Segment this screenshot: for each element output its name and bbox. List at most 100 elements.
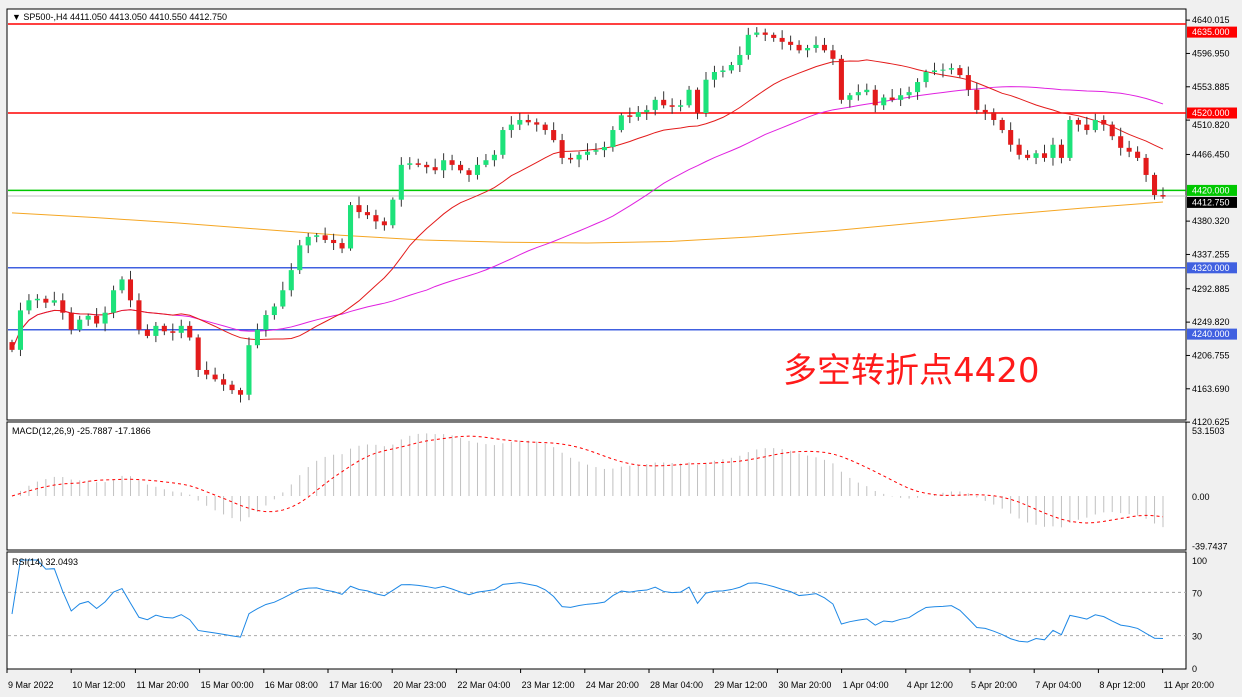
bull-candle <box>898 95 904 100</box>
bear-candle <box>170 331 176 333</box>
bull-candle <box>102 312 108 324</box>
bull-candle <box>347 205 354 249</box>
bull-candle <box>407 163 413 165</box>
bull-candle <box>745 34 751 55</box>
symbol-name: SP500-,H4 <box>23 12 67 22</box>
level-tag <box>1187 184 1237 196</box>
bull-candle <box>271 306 277 316</box>
bull-candle <box>618 115 624 131</box>
price-tick-label: 4510.820 <box>1192 120 1230 130</box>
rsi-title: RSI(14) 32.0493 <box>12 557 78 567</box>
macd-panel[interactable] <box>6 421 1187 551</box>
bear-candle <box>534 122 540 125</box>
bull-candle <box>508 124 514 131</box>
bull-candle <box>26 300 32 311</box>
level-label: 4420.000 <box>1192 185 1230 195</box>
bull-candle <box>1067 119 1073 158</box>
annotation-text: 多空转折点4420 <box>783 351 1040 391</box>
bear-candle <box>195 337 201 370</box>
bear-candle <box>364 212 370 216</box>
bear-candle <box>1160 195 1166 197</box>
bear-candle <box>1025 154 1031 158</box>
time-tick-label: 9 Mar 2022 <box>8 680 54 690</box>
bear-candle <box>381 221 387 226</box>
bear-candle <box>821 44 828 51</box>
level-tag <box>1187 328 1237 340</box>
bear-candle <box>965 75 971 90</box>
current-price-tag <box>1187 196 1237 208</box>
bull-candle <box>474 164 481 175</box>
bear-candle <box>872 89 878 106</box>
bull-candle <box>77 319 83 330</box>
bull-candle <box>576 154 582 160</box>
bear-candle <box>322 235 328 240</box>
macd-tick-label: 0.00 <box>1192 492 1210 502</box>
bear-candle <box>999 119 1005 131</box>
bull-candle <box>246 345 252 395</box>
bear-candle <box>559 140 565 158</box>
bear-candle <box>237 390 244 395</box>
price-tick-label: 4380.320 <box>1192 216 1230 226</box>
time-tick-label: 30 Mar 20:00 <box>778 680 831 690</box>
bear-candle <box>889 97 895 100</box>
bull-candle <box>491 154 497 161</box>
bear-candle <box>779 37 785 42</box>
bull-candle <box>390 199 396 226</box>
bear-candle <box>1084 124 1090 131</box>
bear-candle <box>161 325 167 332</box>
macd-tick-label: 53.1503 <box>1192 426 1225 436</box>
bear-candle <box>1101 119 1107 125</box>
bull-candle <box>593 150 599 152</box>
bear-candle <box>373 215 379 222</box>
bull-candle <box>728 65 734 71</box>
bear-candle <box>187 325 193 338</box>
bull-candle <box>737 54 743 66</box>
bear-candle <box>957 68 963 76</box>
bull-candle <box>85 315 91 320</box>
time-tick-label: 11 Apr 20:00 <box>1164 680 1214 690</box>
bull-candle <box>483 160 489 165</box>
time-tick-label: 17 Mar 16:00 <box>329 680 382 690</box>
bull-candle <box>111 290 117 313</box>
time-tick-label: 20 Mar 23:00 <box>393 680 446 690</box>
bear-candle <box>1143 157 1149 175</box>
time-tick-label: 22 Mar 04:00 <box>457 680 510 690</box>
bull-candle <box>398 164 404 200</box>
bear-candle <box>458 164 464 171</box>
bear-candle <box>229 384 235 391</box>
bull-candle <box>610 130 616 148</box>
bear-candle <box>432 167 438 171</box>
bear-candle <box>204 369 210 375</box>
price-tick-label: 4596.950 <box>1192 48 1230 58</box>
bear-candle <box>830 50 836 59</box>
macd-signal-line <box>11 435 1164 524</box>
rsi-tick-label: 100 <box>1192 556 1207 566</box>
ohlc-values: 4411.050 4413.050 4410.550 4412.750 <box>70 12 227 22</box>
bull-candle <box>263 315 269 330</box>
main-panel[interactable] <box>6 8 1187 421</box>
level-label: 4520.000 <box>1192 108 1230 118</box>
bear-candle <box>1118 136 1124 148</box>
bear-candle <box>144 329 150 336</box>
bull-candle <box>678 105 684 107</box>
bull-candle <box>51 300 57 303</box>
bear-candle <box>627 115 633 117</box>
rsi-tick-label: 70 <box>1192 588 1202 598</box>
bear-candle <box>94 315 100 324</box>
time-tick-label: 11 Mar 20:00 <box>136 680 188 690</box>
time-tick-label: 28 Mar 04:00 <box>650 680 703 690</box>
bull-candle <box>1033 153 1039 158</box>
bear-candle <box>424 164 430 168</box>
bear-candle <box>669 105 675 107</box>
bull-candle <box>652 99 658 110</box>
bear-candle <box>449 160 455 165</box>
current-price-label: 4412.750 <box>1192 197 1230 207</box>
bull-candle <box>948 68 954 70</box>
time-tick-label: 8 Apr 12:00 <box>1099 680 1145 690</box>
bear-candle <box>1016 144 1022 155</box>
bull-candle <box>17 310 24 350</box>
time-tick-label: 4 Apr 12:00 <box>907 680 953 690</box>
bull-candle <box>720 70 726 72</box>
rsi-panel[interactable] <box>6 551 1187 670</box>
